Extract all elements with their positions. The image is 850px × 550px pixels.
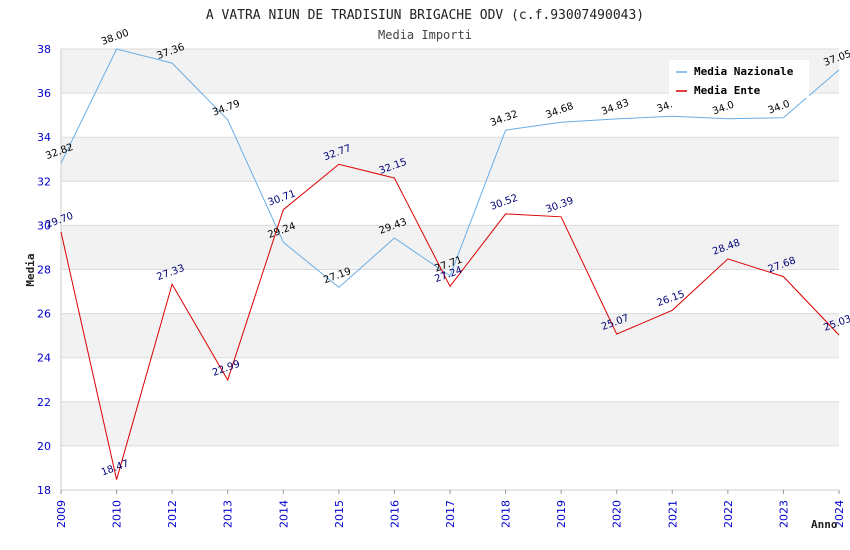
x-tick-label: 2009	[55, 500, 68, 528]
y-tick-label: 34	[37, 131, 51, 144]
grid-band	[61, 401, 839, 446]
series-line-media-nazionale	[60, 48, 840, 289]
y-tick-label: 18	[37, 484, 51, 497]
y-tick-label: 28	[37, 264, 51, 277]
data-label-media-nazionale: 38.00	[100, 28, 131, 48]
x-tick-label: 2013	[222, 500, 235, 528]
grid-band	[61, 137, 839, 182]
data-label-media-nazionale: 34.	[656, 99, 675, 115]
series-line-media-ente	[60, 163, 840, 480]
data-label-media-nazionale: 34.83	[600, 98, 631, 118]
y-axis-label: Media	[24, 253, 37, 286]
x-tick-label: 2016	[388, 500, 401, 528]
x-tick-label: 2012	[166, 500, 179, 528]
y-tick-label: 36	[37, 87, 51, 100]
y-tick-label: 24	[37, 352, 51, 365]
data-label-media-nazionale: 34.32	[489, 109, 520, 129]
x-tick-label: 2017	[444, 500, 457, 528]
x-tick-label: 2018	[500, 500, 513, 528]
x-tick-label: 2019	[555, 500, 568, 528]
y-tick-label: 20	[37, 440, 51, 453]
x-tick-label: 2021	[666, 500, 679, 528]
y-tick-label: 32	[37, 175, 51, 188]
data-label-media-ente: 26.15	[656, 289, 687, 309]
chart-title: A VATRA NIUN DE TRADISIUN BRIGACHE ODV (…	[206, 8, 644, 23]
data-label-media-ente: 30.39	[544, 195, 575, 215]
legend-box	[669, 60, 809, 98]
x-tick-label: 2024	[833, 500, 846, 528]
x-tick-label: 2010	[111, 500, 124, 528]
data-label-media-nazionale: 34.68	[544, 101, 575, 121]
x-tick-label: 2020	[611, 500, 624, 528]
x-tick-label: 2023	[777, 500, 790, 528]
y-tick-label: 22	[37, 396, 51, 409]
y-tick-label: 30	[37, 219, 51, 232]
legend-label-media-nazionale: Media Nazionale	[694, 65, 794, 78]
data-label-media-nazionale: 34.79	[211, 98, 242, 118]
grid-band	[61, 225, 839, 270]
data-label-media-ente: 30.71	[267, 188, 298, 208]
data-label-media-ente: 30.52	[489, 193, 520, 213]
legend: Media Nazionale Media Ente	[669, 60, 809, 98]
chart-subtitle: Media Importi	[378, 28, 472, 42]
data-label-media-ente: 22.99	[211, 359, 242, 379]
x-tick-label: 2014	[277, 500, 290, 528]
grid-band	[61, 313, 839, 358]
x-tick-label: 2022	[722, 500, 735, 528]
y-tick-label: 38	[37, 43, 51, 56]
legend-label-media-ente: Media Ente	[694, 84, 761, 97]
x-tick-label: 2015	[333, 500, 346, 528]
x-axis-label: Anno	[811, 518, 838, 531]
y-tick-label: 26	[37, 308, 51, 321]
data-label-media-nazionale: 34.0	[711, 100, 736, 118]
